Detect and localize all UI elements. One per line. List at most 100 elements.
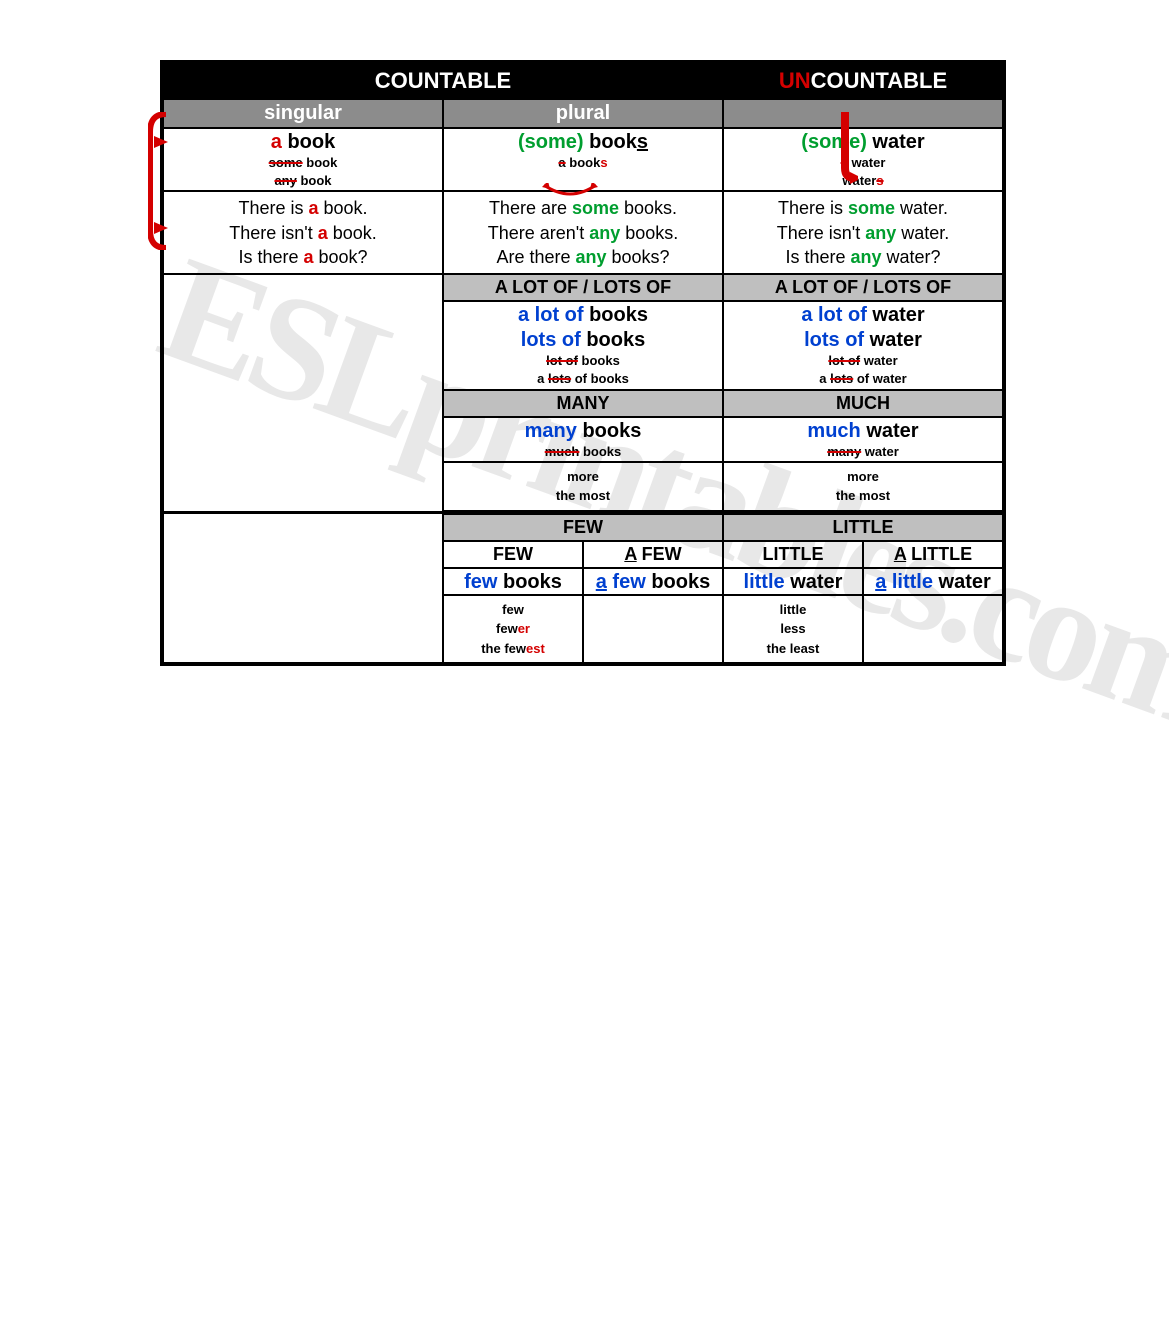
little-content: little water: [723, 568, 863, 595]
a-books-tail: book: [566, 155, 601, 170]
much-content: much water many water: [723, 417, 1003, 462]
u-alots-2: of water: [853, 371, 906, 386]
header-few: FEW: [443, 541, 583, 568]
u-q-2: water?: [882, 247, 941, 267]
some-strike: some: [269, 155, 303, 170]
header-un-prefix: UN: [779, 68, 811, 93]
u-is-2: water.: [895, 198, 948, 218]
blank-sing-8: [163, 568, 443, 595]
p-are-1: There are: [489, 198, 572, 218]
p-alot1-b: a lot of: [518, 304, 589, 326]
u-alot1-b: a lot of: [801, 304, 872, 326]
c-less: less: [724, 619, 862, 639]
header-alittle: A LITTLE: [863, 541, 1003, 568]
u-lotof-s2: water: [860, 353, 898, 368]
p-q-2: books?: [607, 247, 670, 267]
blank-sing-3: [163, 390, 443, 417]
few-little-content: few books a few books little water a lit…: [163, 568, 1003, 595]
alittle-comp-blank: [863, 595, 1003, 664]
little-w: water: [790, 571, 842, 593]
little-comp: little less the least: [723, 595, 863, 664]
s-is-a: a: [308, 198, 318, 218]
books-s: s: [637, 131, 648, 153]
u-much-w: water: [866, 420, 918, 442]
c-fewer1: few: [496, 621, 518, 636]
a-strike: a: [558, 155, 565, 170]
header-much: MUCH: [723, 390, 1003, 417]
c-least: the least: [724, 639, 862, 659]
c-few: few: [444, 600, 582, 620]
p-alot2-b: lots of: [521, 329, 587, 351]
afew-aa: a: [596, 571, 607, 593]
p-lotof-s: lot of: [546, 353, 578, 368]
u-q-any: any: [850, 247, 881, 267]
afew-b: few: [607, 571, 651, 593]
book-text: book: [282, 131, 335, 153]
c-little: little: [724, 600, 862, 620]
header-singular: singular: [163, 99, 443, 128]
few-b: few: [464, 571, 503, 593]
p-are-2: books.: [619, 198, 677, 218]
p-alots-2: of books: [571, 371, 629, 386]
u-alot1-w: water: [872, 304, 924, 326]
header-few-group: FEW: [443, 514, 723, 541]
p-alot2-w: books: [586, 329, 645, 351]
u-alots-s: lots: [830, 371, 853, 386]
few-comp: few fewer the fewest: [443, 595, 583, 664]
alittle-t: LITTLE: [906, 544, 972, 564]
p-most: the most: [444, 486, 722, 506]
header-little-group: LITTLE: [723, 514, 1003, 541]
singular-sentences: There is a book. There isn't a book. Is …: [163, 191, 443, 274]
water-text: water: [867, 131, 925, 153]
any-book-tail: book: [297, 173, 332, 188]
few-content: few books: [443, 568, 583, 595]
s-is-2: book.: [319, 198, 368, 218]
u-many-s2: water: [861, 444, 899, 459]
u-alot2-b: lots of: [804, 329, 870, 351]
c-fewer2: er: [518, 621, 530, 636]
blank-sing-7: [163, 541, 443, 568]
a-water-tail: water: [848, 155, 886, 170]
many-much-content: many books much books much water many wa…: [163, 417, 1003, 462]
many-b: many: [525, 420, 583, 442]
blank-sing-6: [163, 514, 443, 541]
afew-comp-blank: [583, 595, 723, 664]
a-books-s: s: [600, 155, 607, 170]
some-book-tail: book: [303, 155, 338, 170]
p-alots-a: a: [537, 371, 548, 386]
little-b: little: [744, 571, 791, 593]
some-u: (some): [801, 131, 867, 153]
header-alotof-u: A LOT OF / LOTS OF: [723, 274, 1003, 301]
afew-content: a few books: [583, 568, 723, 595]
books-text: book: [584, 131, 637, 153]
waters-text: water: [842, 173, 876, 188]
few-w: books: [503, 571, 562, 593]
much-s2: books: [579, 444, 621, 459]
header-row-top: COUNTABLE UNCOUNTABLE: [163, 63, 1003, 99]
u-q-1: Is there: [785, 247, 850, 267]
few-little-sub-header: FEW A FEW LITTLE A LITTLE: [163, 541, 1003, 568]
u-is-1: There is: [778, 198, 848, 218]
header-alotof-p: A LOT OF / LOTS OF: [443, 274, 723, 301]
header-afew: A FEW: [583, 541, 723, 568]
much-comp: more the most: [723, 462, 1003, 511]
many-comp: more the most: [443, 462, 723, 511]
c-fewest2: est: [526, 641, 545, 656]
many-w: books: [582, 420, 641, 442]
alittle-content: a little water: [863, 568, 1003, 595]
c-fewest1: the few: [481, 641, 526, 656]
waters-s: s: [876, 173, 883, 188]
alittle-aa: a: [875, 571, 886, 593]
u-is-some: some: [848, 198, 895, 218]
u-more: more: [724, 467, 1002, 487]
header-plural: plural: [443, 99, 723, 128]
blank-sing-1: [163, 274, 443, 301]
s-q-1: Is there: [238, 247, 303, 267]
alotof-unc: a lot of water lots of water lot of wate…: [723, 301, 1003, 389]
alotof-header-row: A LOT OF / LOTS OF A LOT OF / LOTS OF: [163, 274, 1003, 301]
s-isnt-a: a: [318, 223, 328, 243]
p-arent-any: any: [589, 223, 620, 243]
header-uncountable-text: COUNTABLE: [811, 68, 947, 93]
a-text: a: [271, 131, 282, 153]
p-arent-2: books.: [620, 223, 678, 243]
